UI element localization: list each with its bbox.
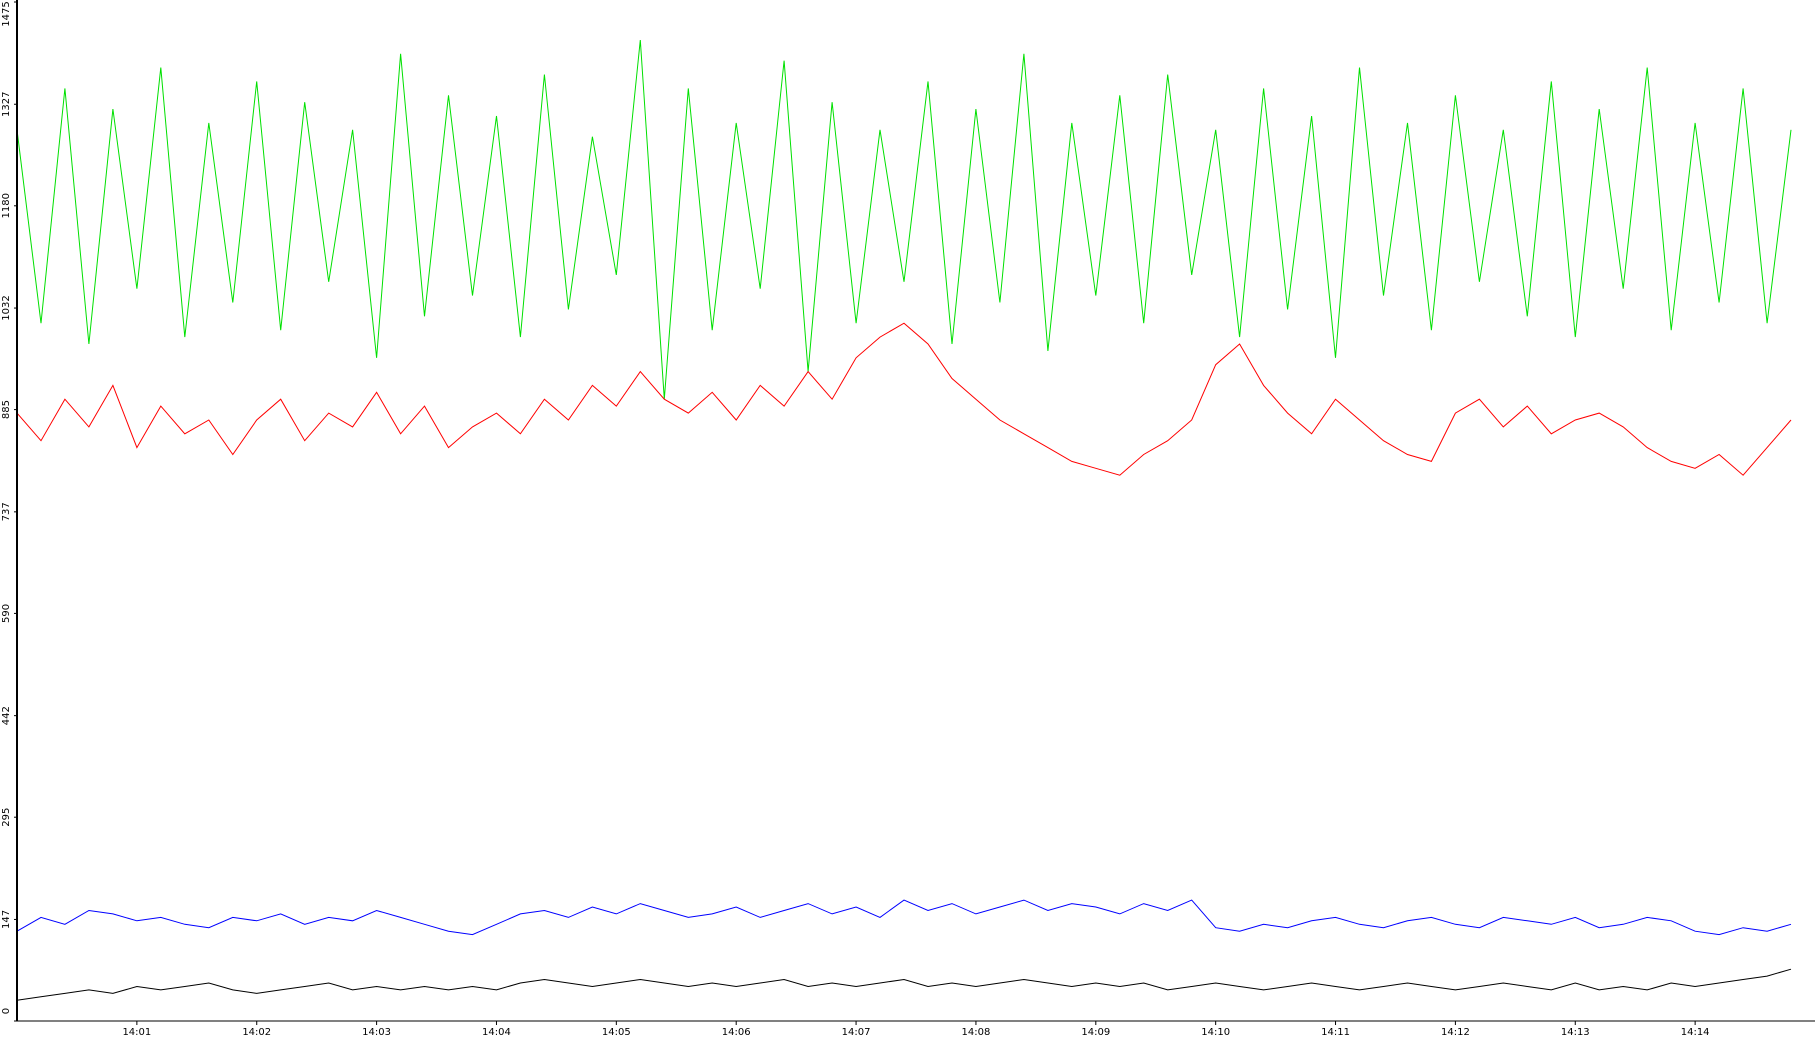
series-line (16, 39, 1792, 400)
y-tick-label: 295 (1, 808, 12, 827)
x-tick-label: 14:09 (1081, 1027, 1110, 1038)
y-tick-label: 590 (1, 604, 12, 623)
x-tick-label: 14:06 (722, 1027, 751, 1038)
y-tick-label: 1327 (1, 92, 12, 117)
x-tick-label: 14:13 (1561, 1027, 1590, 1038)
x-tick-label: 14:14 (1681, 1027, 1710, 1038)
x-tick-label: 14:08 (962, 1027, 991, 1038)
y-tick-label: 442 (1, 706, 12, 725)
y-tick-label: 0 (1, 1008, 12, 1014)
x-tick-label: 14:12 (1441, 1027, 1470, 1038)
x-tick-label: 14:04 (482, 1027, 511, 1038)
x-tick-label: 14:01 (122, 1027, 151, 1038)
y-tick-label: 885 (1, 400, 12, 419)
y-tick-label: 1032 (1, 295, 12, 320)
y-tick-label: 737 (1, 502, 12, 521)
x-tick-label: 14:07 (842, 1027, 871, 1038)
x-tick-label: 14:05 (602, 1027, 631, 1038)
y-tick-label: 147 (1, 910, 12, 929)
series-line (16, 968, 1792, 1001)
series-line (16, 899, 1792, 936)
y-tick-label: 1475 (1, 1, 12, 26)
y-tick-label: 1180 (1, 193, 12, 218)
x-tick-label: 14:11 (1321, 1027, 1350, 1038)
series-line (16, 322, 1792, 476)
x-tick-label: 14:10 (1201, 1027, 1230, 1038)
x-tick-label: 14:03 (362, 1027, 391, 1038)
x-tick-label: 14:02 (242, 1027, 271, 1038)
